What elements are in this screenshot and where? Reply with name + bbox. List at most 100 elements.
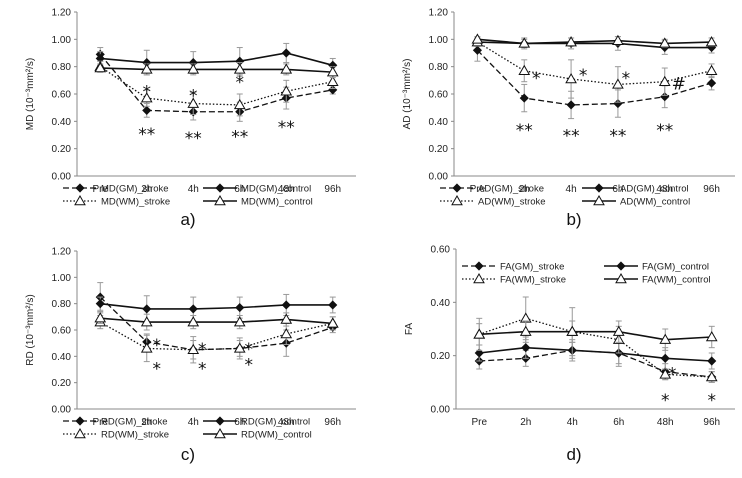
series-line [477, 41, 712, 86]
significance-marker: ** [138, 125, 155, 145]
x-tick-label: 48h [278, 184, 295, 195]
y-axis-title: AD (10⁻³mm²/s) [402, 59, 413, 130]
y-tick-label: 1.20 [52, 8, 72, 19]
significance-marker: ** [185, 129, 202, 149]
legend-label: AD(GM)_stroke [478, 184, 544, 195]
legend-label: RD(GM)_control [241, 417, 310, 428]
data-point [94, 312, 107, 323]
data-point [705, 330, 718, 342]
legend-label: MD(WM)_control [241, 197, 313, 208]
data-point [187, 63, 200, 74]
legend-label: MD(GM)_control [241, 184, 311, 195]
y-tick-label: 0.20 [52, 378, 72, 389]
y-tick-label: 1.00 [429, 35, 449, 46]
data-point [705, 64, 718, 76]
data-point [140, 63, 153, 74]
legend-marker [473, 272, 485, 284]
series-line [100, 317, 333, 325]
data-point [188, 304, 198, 314]
significance-marker: ** [656, 121, 673, 141]
data-point [233, 98, 246, 110]
data-point [566, 325, 579, 336]
chart-panel-a: 0.00 0.20 0.40 0.60 0.80 1.00 1.20 Pre 2h 4h 6h 48h… [25, 8, 356, 229]
legend-entry: RD(GM)_stroke [63, 416, 168, 428]
x-tick-label: 4h [188, 184, 199, 195]
series-md-wm--control [94, 62, 339, 79]
y-tick-label: 0.20 [429, 144, 449, 155]
y-tick-label: 1.20 [52, 247, 72, 258]
legend-label: MD(WM)_stroke [101, 197, 170, 208]
data-point [187, 316, 200, 327]
series-line [479, 349, 712, 378]
legend-entry: RD(WM)_control [203, 427, 312, 441]
significance-marker: # [672, 74, 686, 94]
data-point [521, 343, 531, 353]
x-tick-label: 2h [141, 184, 152, 195]
data-point [658, 37, 671, 48]
data-point [94, 62, 107, 73]
data-point [658, 75, 671, 86]
data-point [95, 299, 105, 309]
y-tick-label: 0.60 [52, 90, 72, 101]
series-line [99, 321, 333, 351]
chart-panel-c: 0.00 0.20 0.40 0.60 0.80 1.00 1.20 Pre 2h 4h 6h 48h… [25, 247, 356, 464]
series-line [100, 67, 333, 73]
legend-entry: RD(GM)_control [203, 416, 310, 428]
data-point [471, 33, 484, 44]
series-rd-gm--control [95, 293, 338, 323]
x-tick-label: Pre [470, 184, 486, 195]
legend-entry: MD(GM)_control [203, 183, 311, 195]
legend-entry: FA(WM)_control [604, 272, 711, 286]
data-point [659, 368, 672, 379]
significance-marker: * [245, 340, 254, 360]
y-tick-label: 1.00 [52, 273, 72, 284]
y-tick-label: 0.00 [52, 405, 72, 416]
legend-marker [75, 416, 85, 426]
data-point [328, 300, 338, 310]
legend-entry: FA(WM)_stroke [462, 272, 566, 286]
legend-label: AD(WM)_stroke [478, 197, 546, 208]
y-tick-label: 0.20 [52, 144, 72, 155]
series-fa-wm--stroke [473, 296, 718, 383]
x-tick-label: 2h [520, 417, 531, 428]
series-rd-wm--control [94, 312, 339, 331]
x-tick-label: 96h [703, 184, 720, 195]
legend-marker [215, 416, 225, 426]
y-tick-label: 0.80 [429, 62, 449, 73]
legend-marker [452, 183, 462, 193]
data-point [565, 72, 577, 84]
y-tick-label: 0.20 [431, 351, 451, 362]
data-point [707, 356, 717, 366]
significance-marker: * [245, 356, 254, 376]
series-line [479, 346, 712, 362]
data-point [707, 78, 717, 88]
significance-marker: * [198, 340, 207, 360]
x-tick-label: Pre [471, 417, 487, 428]
x-tick-label: Pre [92, 184, 108, 195]
panel-label: c) [181, 445, 195, 464]
significance-marker: ** [609, 126, 626, 146]
series-line [476, 49, 712, 106]
data-point [280, 327, 293, 339]
y-tick-label: 1.20 [429, 8, 449, 19]
x-tick-label: 4h [566, 184, 577, 195]
legend-marker [214, 427, 226, 439]
significance-marker: * [532, 69, 541, 89]
data-point [140, 342, 153, 353]
series-fa-gm--stroke [474, 341, 717, 383]
data-point [326, 75, 339, 86]
y-axis-title: FA [404, 323, 415, 336]
x-tick-label: 6h [612, 184, 623, 195]
y-tick-label: 0.60 [429, 90, 449, 101]
legend-marker [74, 427, 86, 439]
data-point [142, 105, 152, 115]
x-tick-label: 2h [141, 417, 152, 428]
data-point [280, 313, 293, 324]
series-ad-wm--control [471, 33, 718, 49]
x-tick-label: 48h [656, 184, 673, 195]
legend-entry: RD(WM)_stroke [63, 427, 169, 441]
panel-label: a) [180, 210, 195, 229]
significance-marker: * [622, 69, 631, 89]
x-tick-label: 6h [613, 417, 624, 428]
